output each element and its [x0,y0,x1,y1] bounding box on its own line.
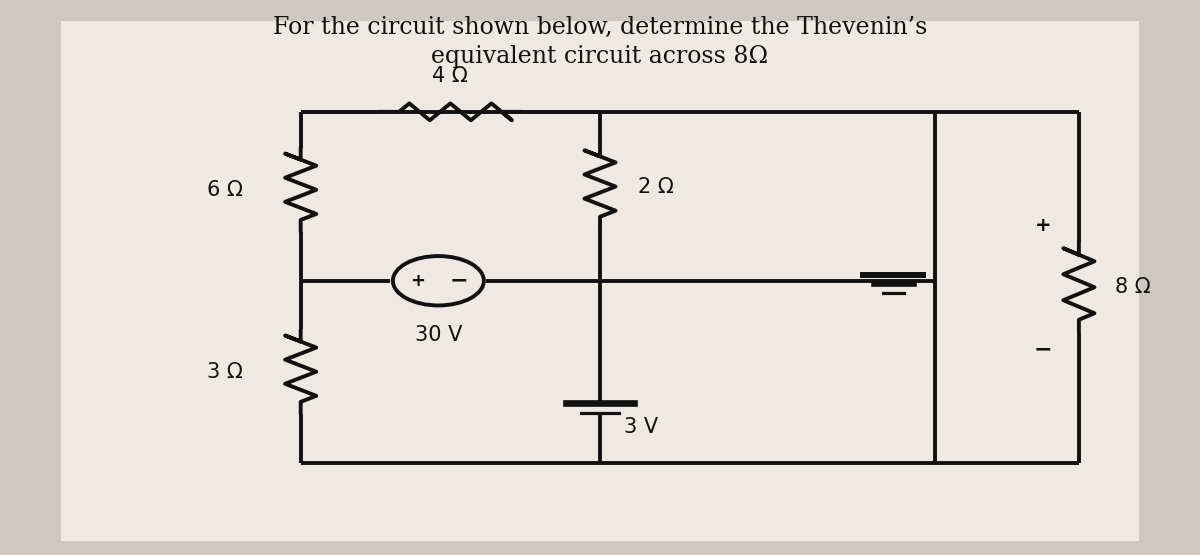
Text: 6 Ω: 6 Ω [208,180,244,200]
Text: 8 Ω: 8 Ω [1115,278,1151,297]
Text: equivalent circuit across 8Ω: equivalent circuit across 8Ω [432,45,768,68]
Text: +: + [410,272,426,290]
Text: −: − [1033,339,1052,359]
Text: For the circuit shown below, determine the Thevenin’s: For the circuit shown below, determine t… [272,16,928,39]
Text: +: + [1034,216,1051,235]
Text: 3 V: 3 V [624,417,658,437]
FancyBboxPatch shape [61,21,1139,541]
Text: 4 Ω: 4 Ω [432,66,468,86]
Text: 2 Ω: 2 Ω [638,176,674,196]
Text: −: − [450,271,468,291]
Text: 3 Ω: 3 Ω [208,362,244,382]
Text: 30 V: 30 V [415,325,462,345]
